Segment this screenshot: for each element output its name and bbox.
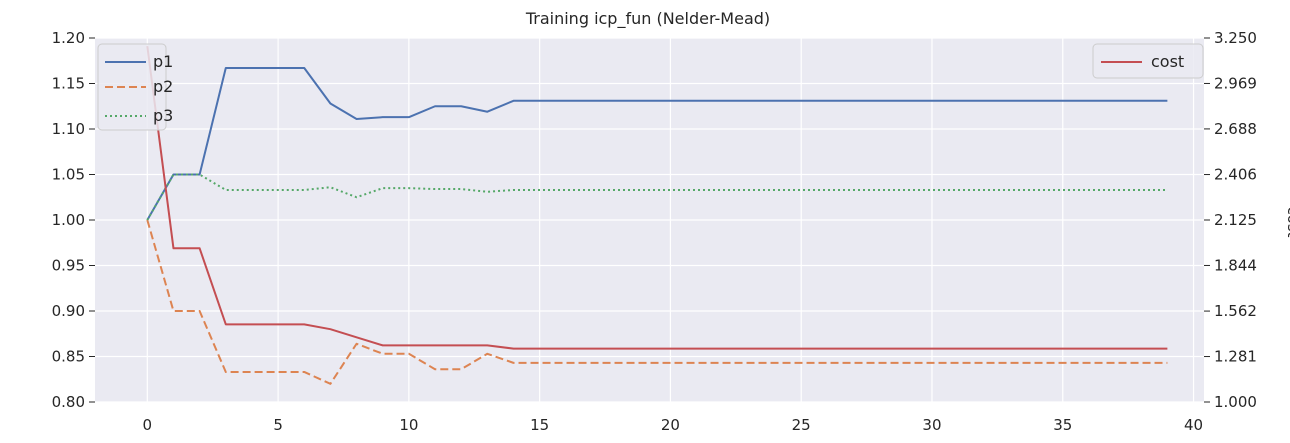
y-tick-label: 0.80 (52, 393, 85, 411)
x-tick-label: 40 (1184, 416, 1203, 434)
y2-tick-label: 2.688 (1214, 120, 1257, 138)
y-tick-label: 1.00 (52, 211, 85, 229)
legend-label-cost: cost (1151, 52, 1184, 71)
x-tick-label: 15 (530, 416, 549, 434)
x-axis: 0 5 10 15 20 25 30 35 40 (143, 416, 1204, 434)
series-line-p3 (146, 173, 1168, 221)
x-tick-label: 35 (1053, 416, 1072, 434)
legend-label-p2: p2 (153, 77, 173, 96)
legend-label-p1: p1 (153, 52, 173, 71)
y2-tick-label: 1.281 (1214, 348, 1257, 366)
grid (95, 37, 1204, 403)
series-layer (146, 45, 1168, 385)
x-tick-label: 25 (792, 416, 811, 434)
y2-tick-label: 1.562 (1214, 302, 1257, 320)
series-line-p2 (146, 219, 1168, 385)
y2-tick-label: 2.406 (1214, 166, 1257, 184)
y-tick-label: 0.95 (52, 257, 85, 275)
y2-tick-label: 2.969 (1214, 74, 1257, 92)
y-axis-left: 0.80 0.85 0.90 0.95 1.00 1.05 1.10 1.15 1.20 (52, 29, 95, 411)
legend-left: p1 p2 p3 (97, 43, 173, 131)
y-tick-label: 1.15 (52, 75, 85, 93)
y-tick-label: 1.20 (52, 29, 85, 47)
y-tick-label: 1.05 (52, 166, 85, 184)
y-axis-right: 1.000 1.281 1.562 1.844 2.125 2.406 2.688 2.969… (1204, 29, 1257, 411)
chart-title: Training icp_fun (Nelder-Mead) (525, 9, 770, 29)
y2-tick-label: 3.250 (1214, 29, 1257, 47)
y2-axis-label: cost (1284, 206, 1290, 237)
y2-tick-label: 1.000 (1214, 393, 1257, 411)
y-tick-label: 1.10 (52, 120, 85, 138)
x-tick-label: 5 (273, 416, 283, 434)
legend-right-frame (1092, 43, 1204, 79)
x-tick-label: 10 (399, 416, 418, 434)
legend-right: cost (1092, 43, 1204, 79)
x-tick-label: 20 (661, 416, 680, 434)
y-tick-label: 0.85 (52, 348, 85, 366)
y-tick-label: 0.90 (52, 302, 85, 320)
series-line-p1 (146, 67, 1168, 221)
y2-tick-label: 2.125 (1214, 211, 1257, 229)
series-line-cost (146, 45, 1168, 350)
x-tick-label: 0 (143, 416, 153, 434)
legend-label-p3: p3 (153, 106, 173, 125)
x-tick-label: 30 (922, 416, 941, 434)
y2-tick-label: 1.844 (1214, 256, 1257, 274)
